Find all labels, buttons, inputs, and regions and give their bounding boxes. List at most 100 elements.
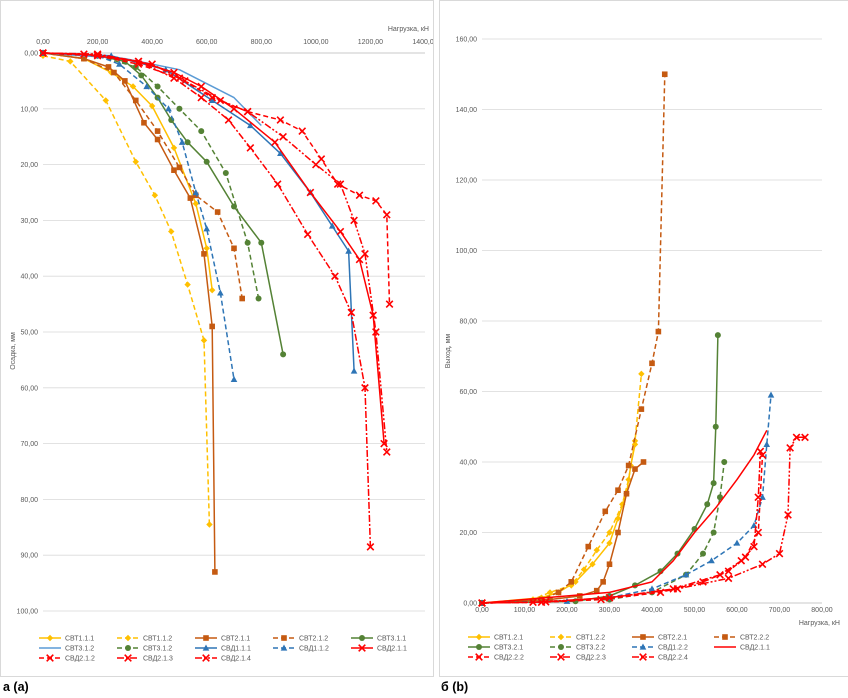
chart-b-legend-label: СВТ3.2.1 [494,645,523,652]
chart-b-y-tick-label: 20,00 [459,530,477,537]
chart-b-legend-marker [558,644,564,650]
chart-a-x-tick-label: 800,00 [251,39,273,46]
chart-a-series [39,52,213,528]
chart-b-data-point [547,596,553,603]
chart-b-legend-item: СВД2.1.1 [714,645,770,652]
chart-a-data-point [372,197,380,205]
chart-a-series [39,49,391,456]
chart-b-x-tick-label: 0,00 [475,607,489,614]
chart-b-series-line [481,74,666,604]
chart-b-series [478,451,767,607]
chart-b-data-point [655,328,662,335]
chart-b-series [481,429,768,604]
chart-a-data-point [116,60,123,67]
chart-b-legend-item: СВД1.2.2 [632,643,688,652]
chart-a-series [39,49,375,551]
chart-a-legend-marker [358,644,366,652]
chart-a-legend-marker [46,654,54,662]
chart-a-data-point [382,448,391,456]
chart-a-data-point [244,239,251,246]
chart-b-legend-item: СВД2.2.2 [468,653,524,662]
chart-a-series-line [42,52,235,380]
chart-a-legend-item: СВТ1.1.1 [39,634,94,643]
chart-b-data-point [597,595,605,604]
chart-b-x-tick-label: 200,00 [556,607,578,614]
chart-b-legend-marker [475,653,483,661]
chart-a-data-point [132,97,139,104]
chart-b-y-tick-label: 0,00 [463,601,477,608]
chart-a-data-point [350,367,358,374]
chart-a-data-point [280,351,287,358]
chart-a-x-tick-label: 0,00 [36,39,50,46]
chart-b-data-point [593,587,600,594]
chart-a-legend-item: СВД2.1.4 [195,654,251,663]
chart-a-data-point [243,107,252,116]
chart-b-x-tick-label: 100,00 [514,607,536,614]
chart-b-data-point [750,542,758,551]
chart-a-data-point [345,247,352,254]
chart-a-series-line [42,55,211,525]
chart-a-data-point [271,138,279,147]
chart-b-data-point [568,579,575,585]
chart-a-data-point [361,383,369,392]
chart-a-data-point [192,200,199,207]
chart-b-data-point [615,487,621,493]
chart-b-data-point [605,593,614,602]
chart-b-data-point [623,490,630,497]
chart-b-y-tick-label: 100,00 [456,248,478,255]
chart-b-data-point [538,596,545,603]
chart-b-data-point [721,459,728,465]
chart-a-legend-label: СВД2.1.3 [143,656,173,663]
chart-a-x-tick-label: 200,00 [87,39,109,46]
chart-a-data-point [105,64,112,70]
chart-a-data-point [184,281,191,288]
chart-b-legend-label: СВТ1.2.1 [494,635,523,642]
chart-a-data-point [366,542,375,551]
chart-b-data-point [632,466,638,472]
chart-b-data-point [710,529,717,536]
chart-b-y-tick-label: 60,00 [459,389,477,396]
chart-a-data-point [209,323,215,330]
chart-b-x-axis-title: Нагрузка, кН [799,620,840,627]
chart-b-series [479,332,721,606]
chart-b-data-point [478,599,486,607]
chart-a-data-point [201,251,207,257]
chart-b-x-tick-label: 700,00 [769,607,791,614]
chart-a-legend-label: СВТ1.1.2 [143,636,172,643]
chart-a-series-line [42,52,372,547]
chart-a-legend-label: СВТ2.1.1 [221,636,250,643]
chart-b-legend-item: СВД2.2.4 [632,653,688,662]
chart-a-data-point [212,569,218,575]
chart-b-data-point [555,589,562,596]
chart-b-legend-marker [639,653,647,661]
chart-a-data-point [203,245,210,252]
chart-a-y-tick-label: 80,00 [20,497,38,504]
chart-a-legend-marker [203,635,209,641]
chart-b-data-point [801,433,809,442]
chart-b-data-point [754,493,763,502]
chart-a-legend-item: СВД2.1.3 [117,654,173,663]
chart-a-data-point [277,149,284,157]
chart-b-series-line [481,429,768,604]
chart-b-data-point [631,437,639,445]
chart-a-legend-label: СВТ3.1.2 [143,646,172,653]
chart-b-data-point [792,433,801,442]
chart-a-legend-item: СВТ2.1.1 [195,635,250,643]
chart-a-data-point [214,209,221,215]
chart-panel-b: 0,00 20,00 40,00 60,00 80,00 100,00 120,00 140,… [439,0,848,677]
chart-b-data-point [784,511,792,519]
chart-b-data-point [606,539,613,547]
chart-b-y-tick-label: 120,00 [456,178,478,185]
chart-a-legend-marker [280,644,288,651]
chart-a-legend-marker [46,634,54,642]
chart-b-legend-item: СВТ2.2.1 [632,634,687,642]
chart-a-data-point [122,78,128,84]
chart-b-data-point [614,515,622,522]
chart-a-x-tick-label: 400,00 [141,39,163,46]
chart-b-series [479,71,668,606]
chart-b-data-point [625,476,632,483]
chart-b-data-point [602,508,609,515]
chart-a-data-point [208,286,216,294]
chart-b-legend-label: СВТ3.2.2 [576,645,605,652]
chart-a-legend-label: СВТ3.1.2 [65,646,94,653]
